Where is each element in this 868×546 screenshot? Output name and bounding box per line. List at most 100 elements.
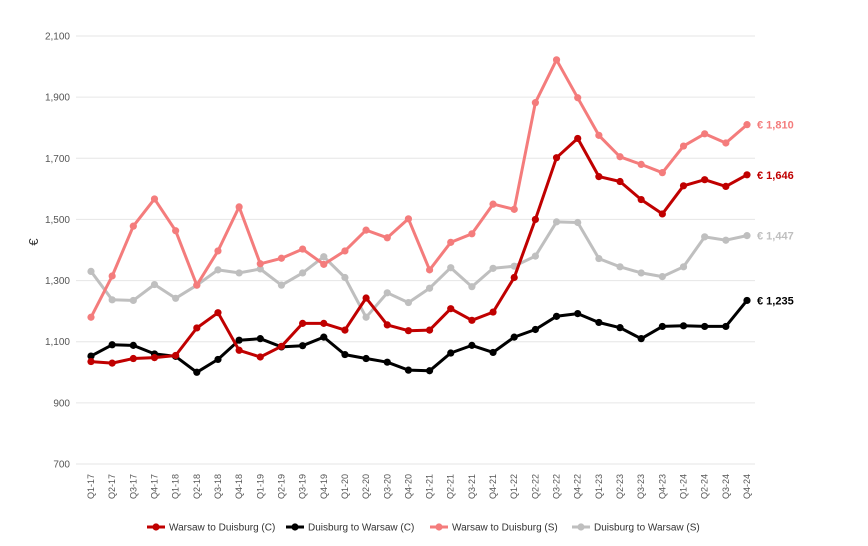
data-point [404,366,413,374]
data-point [637,269,645,277]
data-point [447,305,455,313]
data-point [256,265,264,273]
y-tick-label: 1,300 [45,276,70,287]
data-point [510,273,518,282]
data-point [743,296,751,305]
x-tick-label: Q2-23 [615,474,625,499]
data-point [299,245,307,253]
data-point [531,325,539,334]
data-point [722,139,730,147]
data-point [468,316,476,324]
x-tick-label: Q3-21 [467,474,477,499]
x-tick-label: Q3-17 [128,474,138,499]
data-point [658,272,666,281]
legend-label: Duisburg to Warsaw (C) [308,523,414,534]
data-point [214,309,222,317]
data-point [658,210,666,218]
data-point [193,324,201,332]
data-point [701,322,709,331]
data-point [129,341,137,349]
data-point [320,319,328,327]
x-tick-label: Q4-22 [573,474,583,499]
x-tick-label: Q2-21 [446,474,456,499]
data-point [108,341,116,349]
data-point [552,154,561,162]
data-point [552,312,561,320]
data-point [637,195,645,204]
data-point [362,354,370,363]
x-tick-label: Q1-19 [255,474,265,499]
x-tick-label: Q4-24 [742,474,752,499]
gridlines [76,35,755,465]
x-tick-label: Q4-18 [234,474,244,499]
x-tick-label: Q2-17 [107,474,117,499]
data-point [595,131,603,139]
x-tick-label: Q3-19 [298,474,308,499]
data-point [679,182,688,190]
legend-label: Warsaw to Duisburg (S) [452,523,558,534]
data-point [404,327,413,335]
data-point [108,272,116,280]
x-tick-label: Q2-20 [361,474,371,499]
x-tick-label: Q1-20 [340,474,350,499]
data-point [383,289,391,297]
x-tick-label: Q1-17 [86,474,96,499]
data-point [425,266,434,274]
x-tick-label: Q2-22 [530,474,540,499]
x-tick-label: Q3-24 [721,474,731,499]
data-point [531,215,539,224]
series-duisburg-to-warsaw-c [87,296,751,376]
x-tick-label: Q3-23 [636,474,646,499]
series-group [87,56,751,376]
data-point [743,232,751,240]
data-point [362,313,370,321]
y-tick-label: 900 [53,398,70,409]
series-duisburg-to-warsaw-s [87,218,751,321]
series-warsaw-to-duisburg-s [87,56,751,321]
data-point [341,350,349,359]
data-point [510,262,518,270]
x-tick-label: Q4-20 [403,474,413,499]
data-point [87,313,95,321]
data-point [341,273,349,282]
data-point [616,324,624,332]
data-point [214,355,222,364]
data-point [510,333,518,341]
legend-item: Warsaw to Duisburg (C) [147,523,275,534]
data-point [489,308,497,316]
data-point [637,335,645,343]
end-labels: € 1,646 € 1,235 € 1,810 € 1,447 [757,120,794,308]
data-point [299,342,307,350]
x-tick-label: Q1-21 [425,474,435,499]
x-tick-label: Q4-19 [319,474,329,499]
data-point [150,195,159,203]
data-point [235,346,243,354]
y-tick-label: 700 [53,460,70,471]
data-point [108,296,116,304]
legend-swatch-marker [291,523,299,531]
data-point [299,319,307,327]
data-point [383,234,391,242]
x-tick-label: Q3-20 [382,474,392,499]
end-value-label: € 1,447 [757,231,794,243]
data-point [722,182,730,191]
data-point [87,352,95,360]
data-point [256,260,264,268]
data-point [172,227,180,235]
x-tick-label: Q1-18 [171,474,181,499]
data-point [595,173,603,181]
data-point [129,222,137,230]
x-tick-label: Q2-18 [192,474,202,499]
data-point [87,267,95,275]
data-point [320,260,328,268]
data-point [679,142,688,150]
data-point [531,252,539,260]
data-point [425,367,434,375]
legend-swatch-marker [152,523,160,531]
data-point [447,349,455,357]
data-point [404,215,413,223]
end-value-label: € 1,235 [757,295,794,307]
data-point [383,358,391,366]
series-line [90,299,749,374]
